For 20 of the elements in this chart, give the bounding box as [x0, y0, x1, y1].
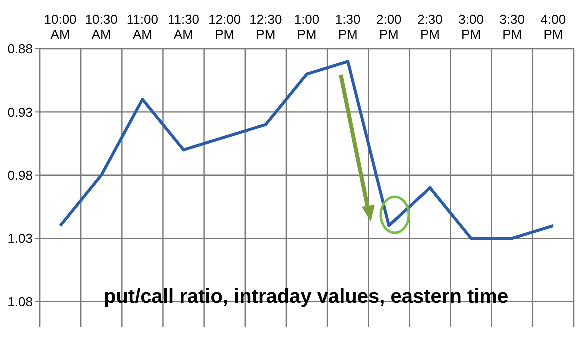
- x-tick-label: 1:30 PM: [335, 12, 361, 42]
- x-tick-label: 12:00 PM: [208, 12, 242, 42]
- x-tick-label: 10:30 AM: [85, 12, 118, 42]
- y-tick-label: 0.88: [8, 42, 33, 57]
- line-series: [59, 60, 555, 240]
- x-tick-label: 3:30 PM: [500, 12, 526, 42]
- y-tick-label: 1.08: [8, 294, 33, 310]
- x-tick-label: 4:00 PM: [540, 12, 566, 42]
- x-tick-label: 11:30 AM: [168, 12, 200, 42]
- x-tick-label: 2:30 PM: [418, 12, 443, 42]
- x-tick-label: 1:00 PM: [294, 12, 320, 42]
- y-tick-label: 0.93: [8, 104, 33, 120]
- x-tick-label: 3:00 PM: [458, 12, 484, 42]
- y-tick-label: 0.98: [8, 168, 33, 183]
- x-tick-label: 2:00 PM: [376, 12, 402, 42]
- x-tick-label: 12:30 PM: [250, 12, 282, 42]
- x-tick-label: 11:00 AM: [126, 12, 158, 42]
- x-tick-label: 10:00 AM: [44, 12, 77, 42]
- y-tick-label: 1.03: [8, 231, 33, 246]
- annotation: put/call ratio, intraday values, eastern time: [104, 286, 509, 309]
